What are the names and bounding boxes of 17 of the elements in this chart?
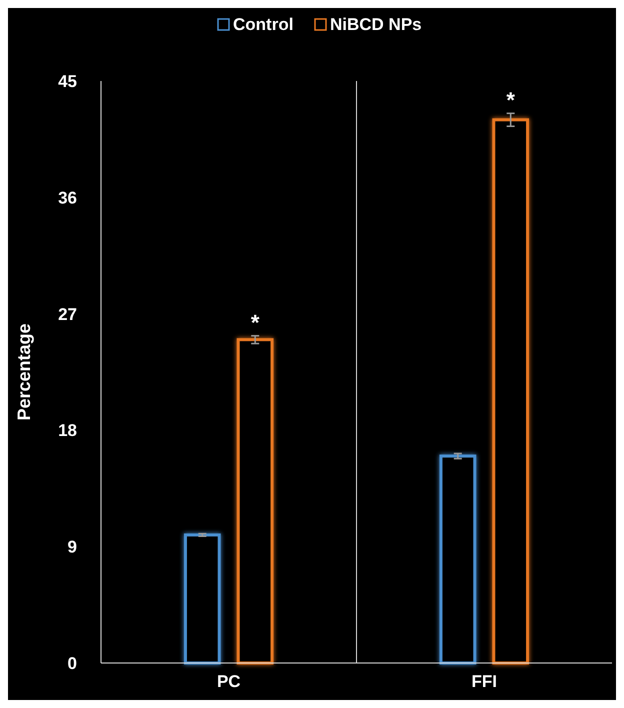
bar — [184, 533, 221, 664]
annotation: * — [506, 87, 516, 112]
y-tick-label: 0 — [68, 654, 77, 673]
y-tick-label: 18 — [58, 421, 77, 440]
y-tick-label: 9 — [68, 538, 77, 557]
y-axis-title: Percentage — [14, 323, 34, 421]
legend-label: NiBCD NPs — [330, 15, 422, 34]
bar — [439, 454, 476, 664]
bar — [492, 118, 530, 664]
bar — [236, 338, 274, 664]
x-tick-label: PC — [216, 672, 241, 691]
annotation: * — [250, 310, 260, 335]
y-tick-label: 27 — [58, 304, 77, 324]
y-tick-label: 36 — [58, 188, 77, 208]
legend-label: Control — [233, 15, 294, 34]
x-tick-label: FFI — [472, 672, 497, 691]
y-tick-label: 45 — [58, 72, 77, 91]
